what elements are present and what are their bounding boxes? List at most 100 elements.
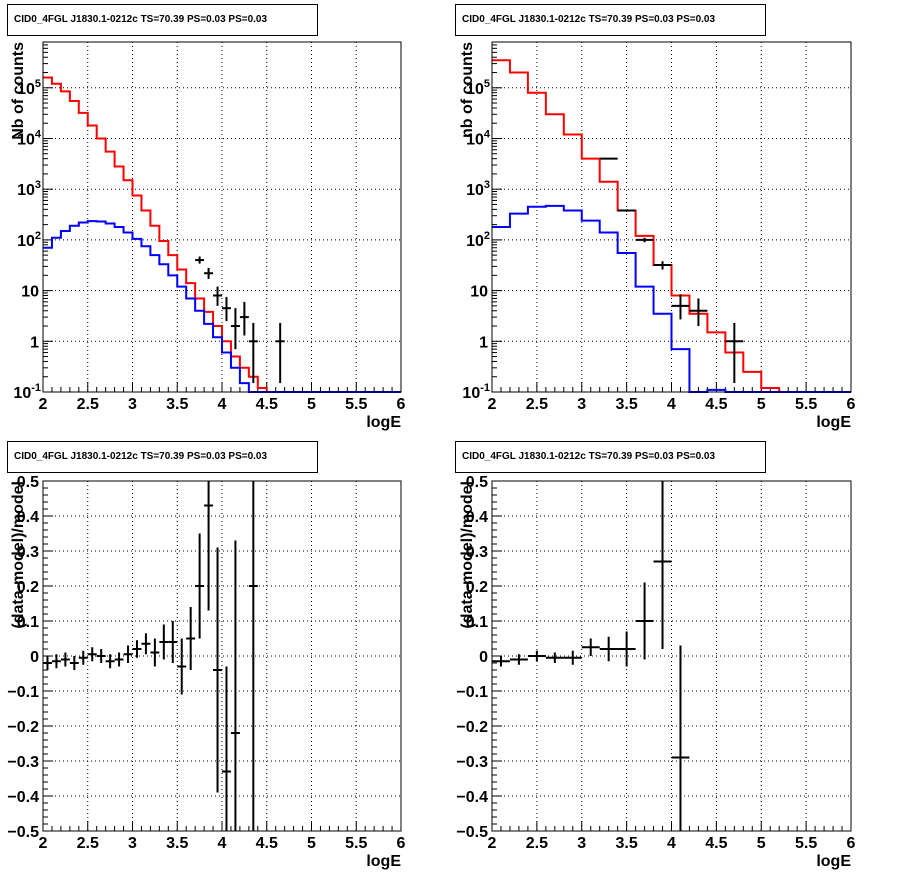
panel-3: 2 2.5 3 3.5 4 4.5 5 5.5 6 −0.5 −0.4 −0.3 −0.2 −0.1 0 0.… [7,474,405,870]
y-tick-label: 10 [470,284,488,301]
x-tick-label: 4.5 [705,835,727,852]
x-tick-label: 6 [397,396,406,413]
data-point [177,638,187,695]
data-point [195,533,205,639]
data-point [653,481,672,649]
y-tick-label: −0.5 [7,824,39,841]
data-point [275,322,285,384]
plot-frame [491,480,852,832]
y-axis-title: (data-model)/model [459,481,476,629]
plot-frame [42,480,402,832]
y-tick-label: 105 [466,78,490,98]
data-point [492,656,510,667]
data-point [725,322,744,384]
y-tick-label: −0.3 [7,754,39,771]
y-tick-label: 0.3 [17,544,39,561]
x-tick-label: 4 [667,835,676,852]
x-tick-label: 3.5 [166,396,188,413]
data-point [509,654,528,665]
x-tick-label: 6 [847,835,856,852]
y-tick-label: 0.5 [17,474,39,491]
y-tick-label: 0.1 [466,614,488,631]
y-tick-label: 1 [30,334,39,351]
y-axis-title: (data-model)/model [10,481,27,629]
y-tick-label: −0.1 [7,684,39,701]
panel-1-title: CID0_4FGL J1830.1-0212c TS=70.39 PS=0.03… [7,4,318,36]
data-point [69,656,79,670]
panel-4: 2 2.5 3 3.5 4 4.5 5 5.5 6 −0.5 −0.4 −0.3 −0.2 −0.1 0 0.… [456,474,855,870]
y-tick-label: 105 [17,78,41,98]
data-point [617,631,636,667]
y-tick-label: −0.5 [456,824,488,841]
y-tick-label: 0.4 [17,509,39,526]
y-tick-label: 102 [466,230,490,250]
x-tick-label: 5.5 [345,396,367,413]
data-point [141,633,151,655]
data-point [671,294,690,320]
data-point [563,650,582,665]
data-point [195,256,205,264]
data-point [635,237,654,243]
data-point [599,636,618,662]
y-axis-title: nb of counts [459,42,476,138]
data-point [105,654,115,669]
x-tick-label: 5.5 [345,835,367,852]
x-tick-label: 5.5 [795,835,817,852]
x-axis-title: logE [366,853,401,870]
x-tick-label: 3 [128,396,137,413]
x-tick-label: 6 [847,396,856,413]
data-point [132,640,142,658]
y-tick-label: 0 [479,649,488,666]
y-tick-label: 0.2 [17,579,39,596]
x-axis-title: logE [366,414,401,431]
x-axis-title: logE [816,853,851,870]
data-point [150,638,160,667]
data-point [635,582,654,660]
y-tick-label: 0.3 [466,544,488,561]
data-point [123,645,133,663]
x-tick-label: 4 [667,396,676,413]
data-point [78,650,88,665]
y-tick-label: 10-1 [462,382,490,402]
plot-frame [42,41,402,393]
y-tick-label: 1 [479,334,488,351]
data-point [653,261,672,270]
data-point [114,652,124,667]
data-point [87,647,97,662]
x-tick-label: 2.5 [526,835,548,852]
x-tick-label: 2 [39,396,48,413]
data-point [96,649,106,663]
data-point [51,654,61,669]
x-tick-label: 4.5 [256,396,278,413]
data-point [527,650,546,662]
y-tick-label: −0.2 [7,719,39,736]
data-point [230,540,240,831]
y-tick-label: 10 [21,284,39,301]
x-tick-label: 2.5 [77,835,99,852]
data-point [60,652,70,667]
plot-frame [491,41,852,393]
data-point [204,481,214,611]
y-tick-label: −0.4 [456,789,488,806]
data-point [222,296,231,322]
x-tick-label: 4 [218,396,227,413]
data-point [248,481,258,831]
x-tick-label: 2 [488,396,497,413]
data-point [222,666,231,831]
x-tick-label: 6 [397,835,406,852]
y-tick-label: 103 [17,179,41,199]
y-tick-label: 102 [17,230,41,250]
data-point [599,157,618,160]
x-tick-label: 2.5 [77,396,99,413]
panel-3-title: CID0_4FGL J1830.1-0212c TS=70.39 PS=0.03… [7,441,318,473]
y-tick-label: −0.2 [456,719,488,736]
data-point [213,547,222,793]
x-tick-label: 5 [757,396,766,413]
data-point [581,638,600,656]
x-tick-label: 3 [128,835,137,852]
y-tick-label: 0.2 [466,579,488,596]
x-tick-label: 5 [757,835,766,852]
data-point [671,645,690,831]
y-tick-label: 0 [30,649,39,666]
